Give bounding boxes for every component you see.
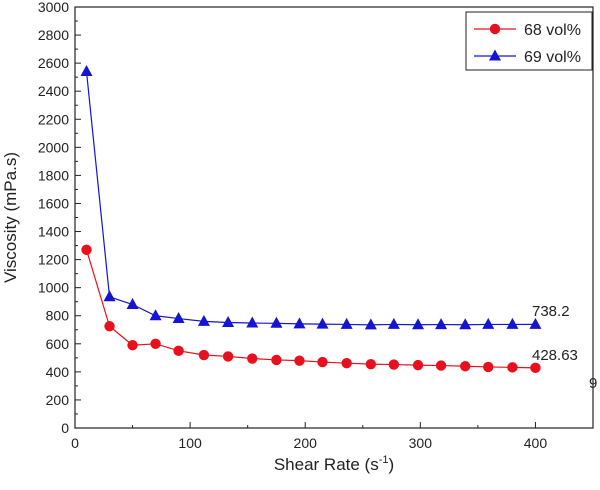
data-point (341, 357, 352, 369)
legend-label: 69 vol% (524, 49, 581, 66)
data-point (316, 317, 329, 329)
data-point (247, 353, 258, 364)
x-tick-label: 0 (71, 435, 79, 451)
x-tick-label: 200 (294, 435, 318, 451)
x-axis-title: Shear Rate (s-1) (274, 454, 394, 474)
annotation-738: 738.2 (532, 303, 570, 320)
data-point (506, 317, 519, 329)
data-point (530, 362, 541, 374)
data-point (198, 349, 210, 361)
y-tick-label: 600 (46, 336, 70, 352)
y-tick-label: 2000 (38, 139, 69, 155)
data-point (150, 338, 161, 349)
data-point (222, 351, 234, 362)
annotation-428: 428.63 (532, 347, 578, 364)
y-tick-label: 2600 (38, 55, 69, 71)
data-point (294, 355, 305, 366)
data-point (482, 317, 495, 329)
legend-marker-triangle (489, 49, 501, 61)
data-point (412, 318, 425, 330)
data-point (435, 360, 447, 371)
data-point (80, 65, 93, 77)
series-line-2 (85, 71, 536, 326)
data-point (104, 321, 115, 332)
data-point (103, 290, 116, 302)
y-tick-label: 0 (61, 420, 69, 436)
data-point (317, 356, 328, 368)
y-tick-label: 1200 (38, 252, 69, 268)
y-tick-label: 2200 (38, 111, 69, 127)
data-point (387, 317, 400, 329)
data-point (293, 317, 306, 329)
data-point (460, 361, 471, 372)
legend-marker-circle (489, 23, 501, 35)
annotation-9: 9 (589, 375, 597, 392)
data-point (483, 361, 494, 373)
x-tick-label: 300 (409, 435, 433, 451)
data-point (127, 340, 138, 351)
data-point (412, 359, 424, 371)
series-line-1 (85, 249, 536, 369)
data-point (81, 244, 92, 255)
y-tick-label: 1400 (38, 224, 69, 240)
y-tick-label: 800 (46, 308, 70, 324)
data-point (172, 312, 185, 324)
y-tick-label: 400 (46, 364, 70, 380)
x-tick-label: 400 (524, 435, 548, 451)
legend-label: 68 vol% (524, 22, 581, 39)
data-point (197, 314, 210, 326)
y-tick-label: 200 (46, 392, 70, 408)
data-point (365, 358, 377, 370)
data-point (364, 318, 377, 330)
data-point (507, 362, 518, 373)
data-point (435, 318, 448, 330)
data-point (388, 359, 400, 370)
y-tick-label: 1000 (38, 280, 69, 296)
data-point (246, 316, 259, 328)
y-tick-label: 1600 (38, 195, 69, 211)
data-point (270, 316, 283, 328)
y-tick-label: 2800 (38, 27, 69, 43)
data-point (126, 298, 139, 310)
plot-area: 0 100 200 300 400 0 200 400 600 800 1000 1200 1400 16… (1, 0, 597, 474)
y-tick-label: 1800 (38, 167, 69, 183)
y-tick-label: 3000 (38, 0, 69, 15)
y-axis-title: Viscosity (mPa.s) (1, 152, 20, 283)
data-point (222, 315, 235, 327)
data-point (149, 309, 162, 321)
data-point (340, 317, 353, 329)
data-point (529, 317, 542, 329)
data-point (271, 354, 282, 366)
x-tick-label: 100 (178, 435, 202, 451)
legend-box (465, 11, 593, 71)
data-point (173, 345, 184, 357)
y-tick-label: 2400 (38, 83, 69, 99)
data-point (459, 318, 472, 330)
